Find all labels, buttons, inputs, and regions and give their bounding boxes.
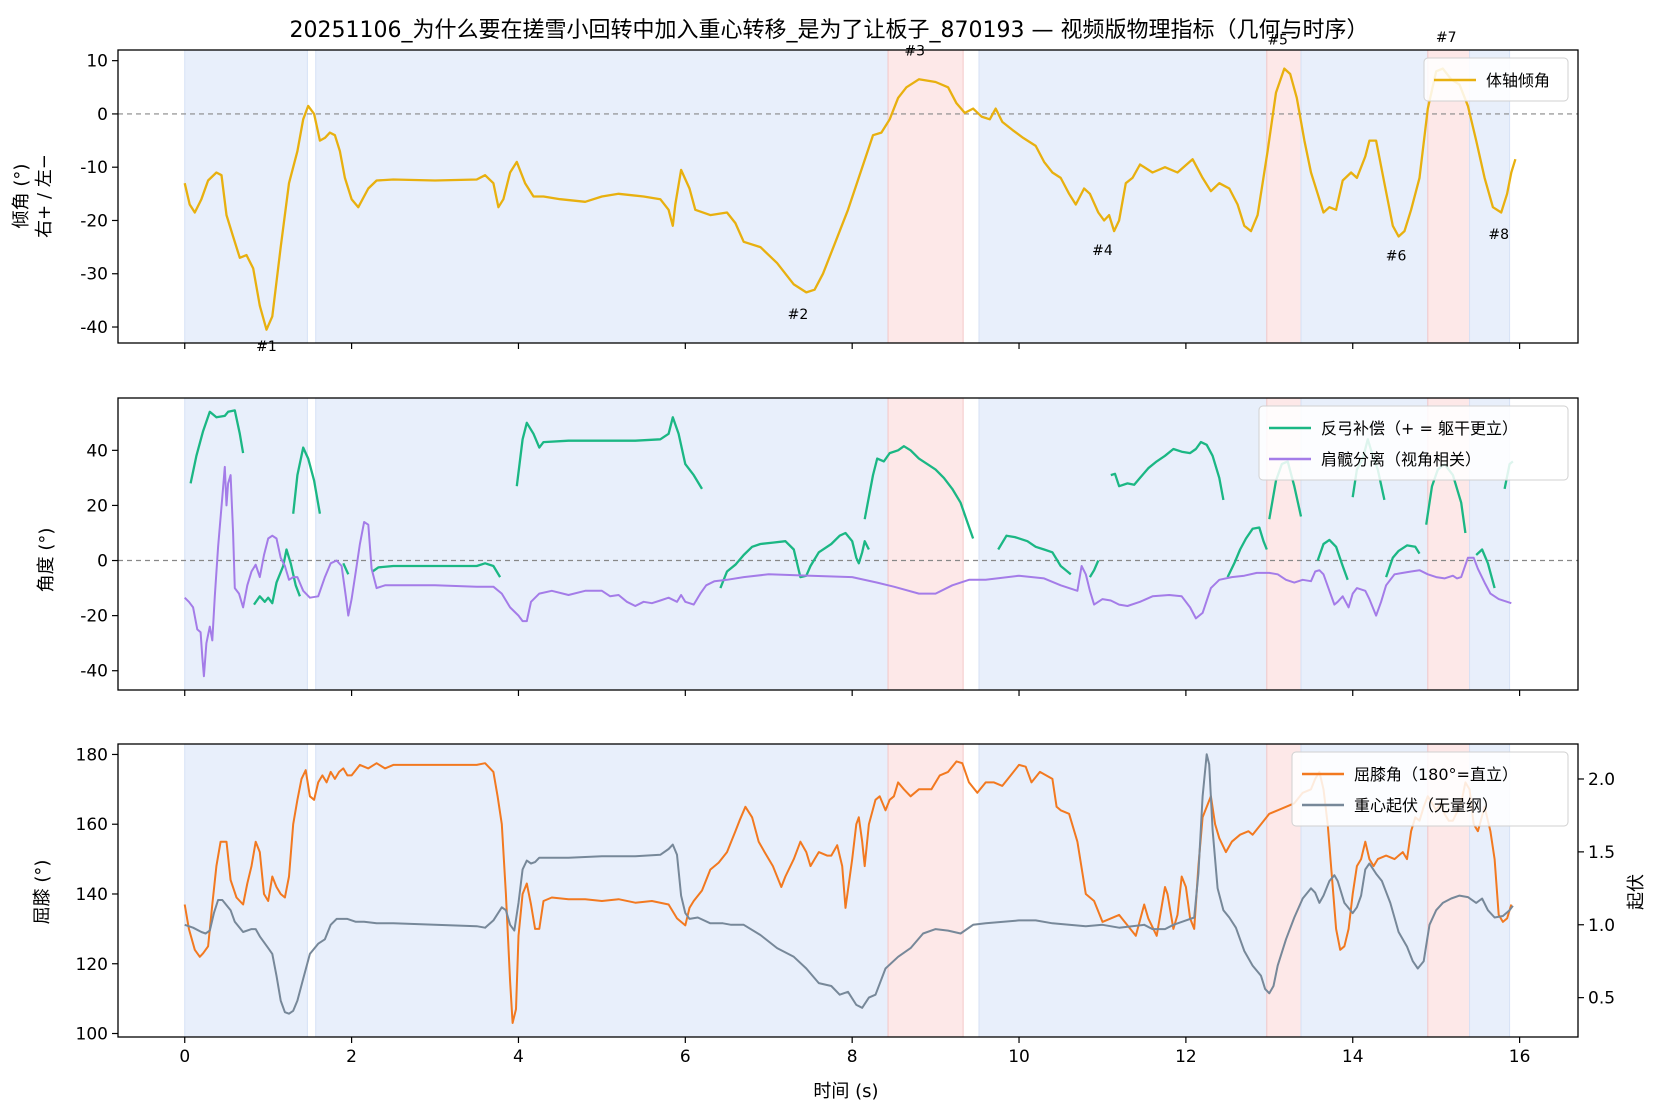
panel-angles: 40 20 0 -20 -40 反弓补偿（+ = 躯干更立） 肩髋分离（视角相关）: [80, 397, 1579, 696]
shaded-region: [315, 397, 889, 691]
x-tick-label: 12: [1175, 1047, 1197, 1067]
swing-annotation: #3: [904, 43, 925, 59]
y-right-tick-label: 1.0: [1588, 916, 1615, 936]
legend: 反弓补偿（+ = 躯干更立） 肩髋分离（视角相关）: [1258, 405, 1569, 481]
series-line-1-0: [292, 446, 322, 514]
y-right-tick-label: 2.0: [1588, 770, 1615, 790]
series-line-1-0: [253, 548, 301, 606]
legend-box: [1291, 751, 1569, 827]
panel-knee: 0 2 4 6 8 10 12 14 16 180 160 140 120 100 2.0 1.5 1.0 0.5…: [76, 743, 1615, 1067]
x-tick-label: 2: [346, 1047, 357, 1067]
series-line-1-0: [719, 531, 870, 589]
y-tick-label: 100: [76, 1025, 108, 1045]
series-line-0-0: [183, 67, 1517, 331]
series-line-1-0: [1088, 560, 1100, 578]
y-tick-label: -40: [80, 662, 108, 682]
swing-annotation: #4: [1092, 243, 1113, 259]
y-tick-label: -20: [80, 211, 108, 231]
y-right-tick-label: 1.5: [1588, 843, 1615, 863]
swing-annotation: #7: [1436, 30, 1457, 46]
swing-annotation: #1: [256, 339, 277, 355]
swing-annotation: #6: [1386, 248, 1407, 264]
series-line-1-0: [1316, 538, 1349, 581]
axes-frame: [117, 397, 1579, 691]
y-axis-label-knee: 屈膝 (°): [32, 860, 53, 925]
y-tick-label: 180: [76, 745, 108, 765]
figure-title: 20251106_为什么要在搓雪小回转中加入重心转移_是为了让板子_870193…: [290, 18, 1369, 43]
series-line-2-0: [183, 760, 1513, 1024]
shaded-region: [887, 743, 964, 1038]
swing-annotation: #2: [788, 307, 809, 323]
y-tick-label: 160: [76, 815, 108, 835]
y-axis-label-tilt: 倾角 (°): [11, 164, 32, 229]
shaded-region: [184, 397, 308, 691]
x-tick-label: 10: [1008, 1047, 1030, 1067]
panel-tilt: #1 #2 #3 #4 #5 #6 #7 #8 10 0 -10 -20 -30 -40 体轴倾角: [80, 30, 1579, 355]
y-tick-label: 40: [86, 441, 108, 461]
series-line-1-0: [1475, 548, 1496, 589]
x-tick-label: 14: [1342, 1047, 1364, 1067]
swing-annotation: #8: [1488, 227, 1509, 243]
axes-frame: [117, 49, 1579, 344]
y-axis-label-angles: 角度 (°): [36, 528, 57, 593]
shaded-region: [978, 743, 1268, 1038]
x-axis-label: 时间 (s): [813, 1081, 878, 1102]
y-right-tick-label: 0.5: [1588, 989, 1615, 1009]
legend-label: 体轴倾角: [1486, 71, 1550, 90]
y-tick-label: -10: [80, 158, 108, 178]
series-line-1-0: [342, 562, 350, 575]
legend-label: 反弓补偿（+ = 躯干更立）: [1321, 419, 1518, 438]
swing-annotation: #5: [1267, 33, 1288, 49]
legend: 屈膝角（180°=直立） 重心起伏（无量纲）: [1291, 751, 1569, 827]
y-axis-label-tilt-direction: 右+ / 左−: [34, 154, 55, 238]
legend-label: 重心起伏（无量纲）: [1354, 796, 1498, 815]
y-tick-label: -30: [80, 265, 108, 285]
series-line-1-0: [1385, 544, 1421, 578]
legend-label: 肩髋分离（视角相关）: [1321, 450, 1481, 469]
y-tick-label: 20: [86, 496, 108, 516]
shaded-region: [887, 397, 964, 691]
series-line-1-0: [863, 445, 975, 539]
legend-box: [1423, 57, 1569, 102]
x-tick-label: 16: [1509, 1047, 1531, 1067]
shaded-region: [1300, 49, 1429, 344]
series-line-1-0: [515, 416, 703, 490]
y-tick-label: 0: [97, 105, 108, 125]
y-tick-label: -20: [80, 607, 108, 627]
series-line-1-0: [189, 409, 245, 484]
axes-frame: [117, 743, 1579, 1038]
y-axis-label-heave: 起伏: [1626, 874, 1647, 910]
y-tick-label: 140: [76, 885, 108, 905]
series-line-2-1: [184, 753, 1514, 1015]
series-line-1-0: [1226, 526, 1268, 578]
series-line-1-0: [371, 562, 502, 578]
y-tick-label: 120: [76, 955, 108, 975]
series-line-1-0: [1110, 440, 1225, 501]
x-tick-label: 4: [513, 1047, 524, 1067]
x-tick-label: 0: [179, 1047, 190, 1067]
legend-box: [1258, 405, 1569, 481]
x-tick-label: 8: [847, 1047, 858, 1067]
shaded-region: [978, 397, 1268, 691]
y-tick-label: 10: [86, 52, 108, 72]
legend-label: 屈膝角（180°=直立）: [1354, 765, 1518, 784]
legend: 体轴倾角: [1423, 57, 1569, 102]
y-tick-label: -40: [80, 318, 108, 338]
y-tick-label: 0: [97, 552, 108, 572]
series-line-1-0: [997, 534, 1072, 576]
series-line-1-1: [184, 465, 1512, 678]
x-tick-label: 6: [680, 1047, 691, 1067]
shaded-region: [315, 743, 889, 1038]
